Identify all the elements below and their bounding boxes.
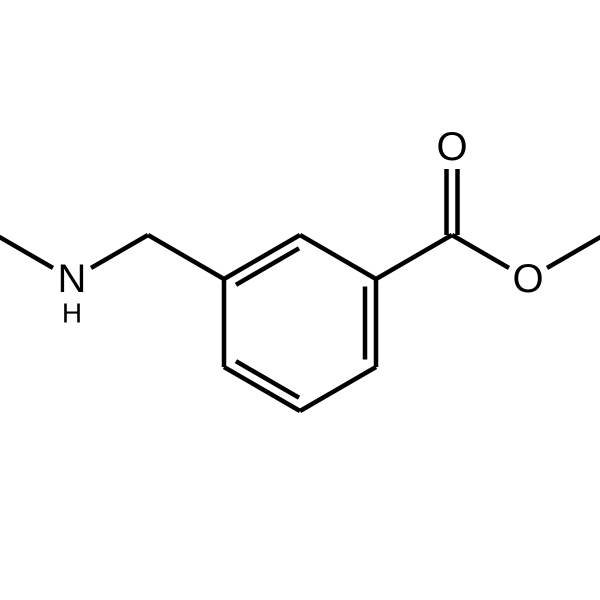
bond — [300, 235, 376, 279]
bond — [91, 235, 148, 268]
atom-sublabel: H — [62, 298, 82, 329]
atom-label: O — [436, 125, 467, 169]
bond — [224, 235, 300, 279]
bond — [376, 235, 452, 279]
atom-label: N — [58, 257, 87, 301]
bond — [148, 235, 224, 279]
molecule-diagram: NH O O — [0, 0, 600, 600]
bond — [300, 367, 376, 411]
bond — [452, 235, 509, 268]
bond — [547, 235, 600, 268]
bond — [224, 367, 300, 411]
bond — [0, 235, 53, 268]
atom-label: O — [512, 257, 543, 301]
